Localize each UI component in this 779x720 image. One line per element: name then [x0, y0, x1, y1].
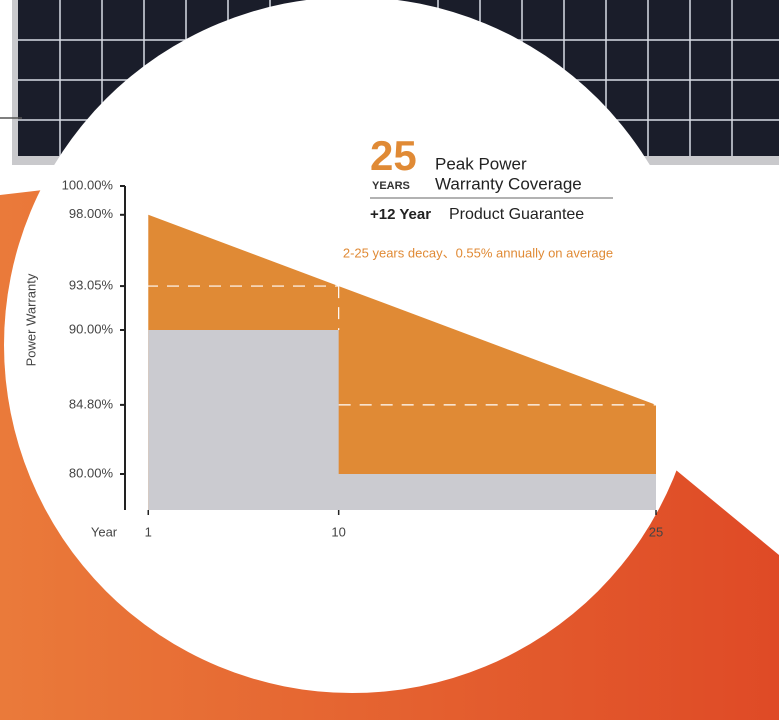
decay-note: 2-25 years decay、0.55% annually on avera… [343, 245, 613, 260]
area [148, 330, 656, 510]
x-tick-label: 1 [145, 524, 152, 539]
plot: 100.00% 98.00% 93.05% 90.00% 84.80% 80.00% 1 10… [62, 177, 664, 539]
headline: Peak Power [435, 154, 527, 173]
y-axis-title: Power Warranty [23, 273, 38, 366]
y-tick-label: 80.00% [69, 465, 114, 480]
guarantee: Product Guarantee [449, 206, 584, 223]
y-tick-label: 100.00% [62, 177, 114, 192]
headline: Warranty Coverage [435, 174, 582, 193]
x-tick-label: 25 [649, 524, 663, 539]
y-tick-label: 84.80% [69, 396, 114, 411]
big-number: 25 [370, 132, 417, 179]
x-axis-title: Year [91, 524, 118, 539]
guarantee-bold: +12 Year [370, 206, 431, 223]
years-label: YEARS [372, 180, 410, 192]
y-tick-label: 93.05% [69, 278, 114, 293]
x-tick-label: 10 [331, 524, 345, 539]
y-tick-label: 90.00% [69, 321, 114, 336]
y-tick-label: 98.00% [69, 206, 114, 221]
